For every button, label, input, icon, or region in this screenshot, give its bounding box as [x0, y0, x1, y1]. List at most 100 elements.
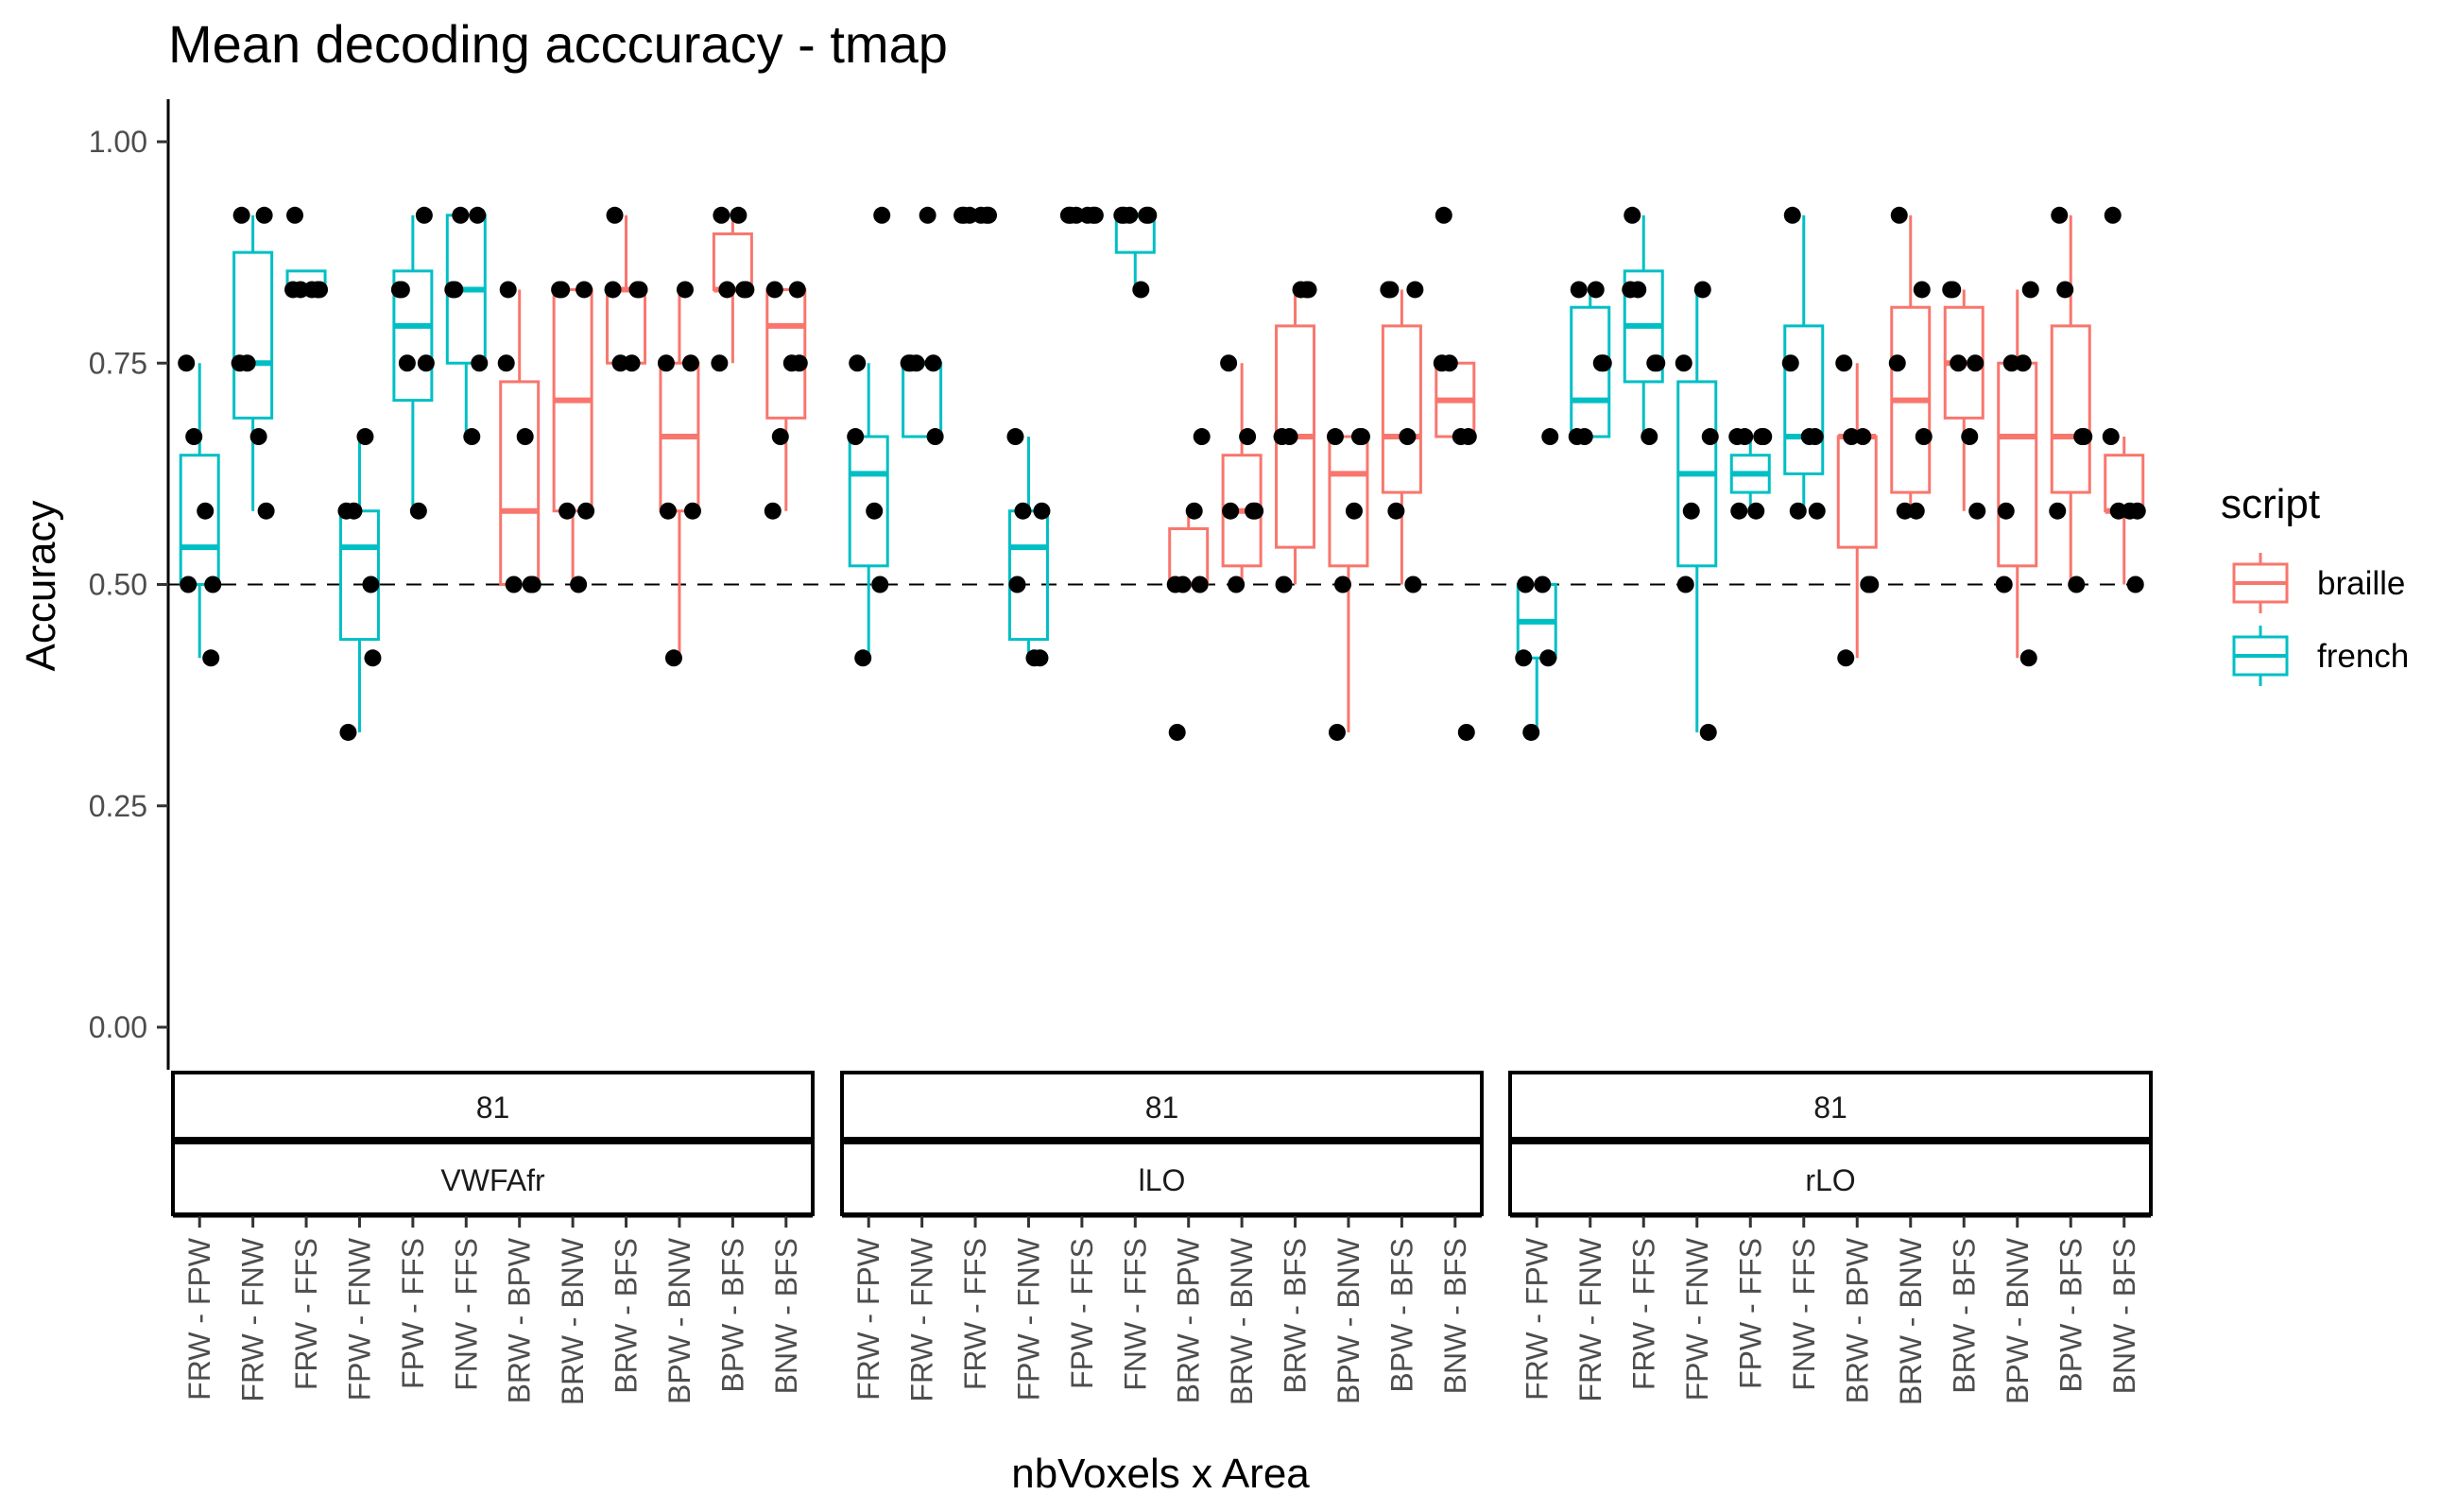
data-point [284, 281, 302, 299]
data-point [339, 723, 357, 741]
data-point [2019, 649, 2037, 667]
panels: 81 VWFAfr FRW - FPW FRW - FNW FRW - FFS FPW -… [171, 206, 2153, 1405]
data-point [1191, 576, 1209, 593]
data-point [2102, 428, 2120, 446]
x-tick-label: BRW - BFS [1947, 1238, 1981, 1394]
x-tick-label: FPW - FFS [396, 1238, 430, 1389]
box-iqr [1570, 305, 1611, 438]
data-point [1755, 428, 1773, 446]
y-axis-title: Accuracy [18, 501, 64, 672]
box-iqr [2050, 324, 2091, 494]
data-point [524, 576, 541, 593]
data-point [2068, 576, 2086, 593]
strip-top-box [840, 1071, 1484, 1141]
x-tick-label: BNW - BFS [769, 1238, 803, 1394]
x-tick-label: FRW - FNW [236, 1237, 270, 1401]
data-point [2128, 502, 2146, 520]
box-iqr [1381, 324, 1422, 494]
data-point [471, 354, 489, 372]
data-point [1648, 354, 1666, 372]
data-point [1299, 281, 1317, 299]
data-point [1132, 281, 1150, 299]
data-point [286, 206, 304, 224]
data-point [1185, 502, 1203, 520]
x-tick-label: BPW - BNW [2001, 1237, 2035, 1404]
data-point [1682, 502, 1700, 520]
data-point [452, 206, 470, 224]
x-tick-label: BRW - BPW [1172, 1237, 1206, 1403]
data-point [711, 354, 729, 372]
x-tick-label: FRW - FNW [1573, 1237, 1607, 1401]
box-iqr [1836, 435, 1878, 549]
box-iqr [902, 361, 943, 438]
data-point [2049, 502, 2067, 520]
x-tick-label: FPW - FNW [342, 1237, 376, 1400]
data-point [390, 281, 408, 299]
y-tick-label: 0.25 [89, 789, 147, 823]
data-point [499, 281, 517, 299]
legend-title: script [2221, 481, 2320, 527]
data-point [1168, 723, 1186, 741]
data-point [249, 428, 267, 446]
data-point [790, 354, 808, 372]
data-point [337, 502, 355, 520]
data-point [417, 354, 435, 372]
data-point [576, 281, 593, 299]
data-point [1781, 354, 1799, 372]
data-point [676, 281, 694, 299]
strip-top-box [1508, 1071, 2153, 1141]
data-point [849, 354, 867, 372]
data-point [1193, 428, 1211, 446]
y-tick-label: 0.50 [89, 568, 147, 602]
data-point [1326, 428, 1344, 446]
data-point [2021, 281, 2039, 299]
legend: script braille french [2221, 481, 2409, 686]
data-point [2056, 281, 2074, 299]
panel-rLO: 81 rLO FRW - FPW FRW - FNW FRW - FFS FPW - FN… [1508, 206, 2153, 1405]
data-point [1854, 428, 1872, 446]
data-point [1675, 354, 1692, 372]
data-point [1568, 428, 1586, 446]
data-point [1522, 723, 1540, 741]
data-point [1587, 281, 1605, 299]
legend-label-braille: braille [2317, 565, 2405, 602]
strip-top-label: 81 [1813, 1091, 1847, 1125]
data-point [1273, 428, 1291, 446]
data-point [659, 502, 677, 520]
data-point [1534, 576, 1552, 593]
data-point [232, 206, 250, 224]
data-point [854, 649, 872, 667]
data-point [664, 649, 682, 667]
data-point [1033, 502, 1051, 520]
data-point [516, 428, 534, 446]
data-point [364, 649, 382, 667]
data-point [1676, 576, 1694, 593]
strip-bottom-box [171, 1141, 815, 1216]
data-point [1113, 206, 1131, 224]
x-tick-label: BNW - BFS [1438, 1238, 1472, 1394]
data-point [1399, 428, 1417, 446]
box-iqr [1783, 324, 1825, 475]
y-tick-label: 0.00 [89, 1010, 147, 1044]
x-tick-label: BPW - BFS [2053, 1238, 2088, 1393]
x-tick-label: BPW - BNW [1332, 1237, 1366, 1404]
data-point [577, 502, 595, 520]
data-point [1808, 502, 1826, 520]
data-point [847, 428, 865, 446]
data-point [1913, 281, 1931, 299]
strip-bottom-label: rLO [1805, 1163, 1855, 1197]
panel-lLO: 81 lLO FRW - FPW FRW - FNW FRW - FFS FPW - FN… [840, 206, 1484, 1405]
data-point [623, 354, 641, 372]
x-tick-label: BPW - BFS [1384, 1238, 1418, 1393]
data-point [2051, 206, 2069, 224]
x-tick-label: FPW - FFS [1065, 1238, 1099, 1389]
box-iqr [848, 435, 889, 568]
y-tick-label: 1.00 [89, 125, 147, 159]
data-point [713, 206, 730, 224]
box-iqr [338, 509, 380, 642]
data-point [1968, 502, 1986, 520]
data-point [604, 281, 622, 299]
x-tick-label: FNW - FFS [1118, 1238, 1152, 1391]
data-point [1967, 354, 1984, 372]
x-tick-label: FNW - FFS [1787, 1238, 1821, 1391]
